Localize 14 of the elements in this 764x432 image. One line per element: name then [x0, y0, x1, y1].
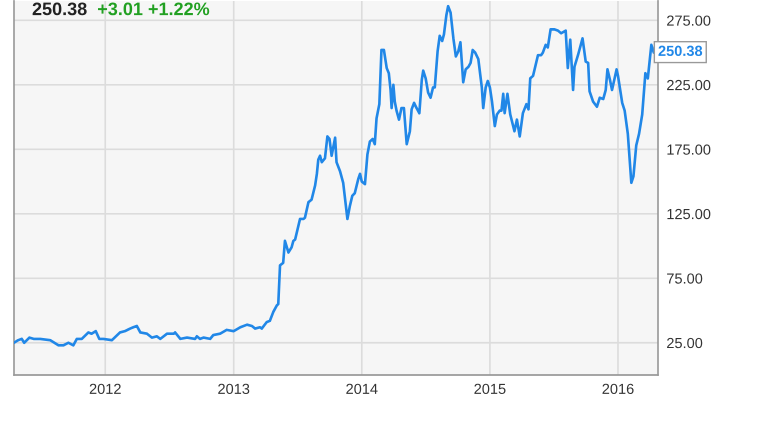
y-tick-label: 175.00 — [667, 144, 710, 155]
x-tick-label: 2014 — [346, 384, 378, 394]
x-tick-label: 2012 — [90, 384, 121, 394]
chart-title: 250.38 — [32, 2, 87, 16]
x-tick-label: 2013 — [218, 384, 250, 394]
chart-subtitle: +3.01 +1.22% — [98, 2, 210, 16]
x-tick-label: 2015 — [474, 384, 506, 394]
x-tick-label: 2016 — [602, 384, 634, 394]
y-tick-label: 275.00 — [667, 15, 710, 26]
y-tick-label: 75.00 — [667, 273, 702, 284]
y-tick-label: 225.00 — [667, 80, 710, 90]
y-tick-label: 125.00 — [667, 208, 710, 220]
y-tick-label: 25.00 — [667, 338, 702, 348]
annotation: 250.38 — [658, 46, 702, 56]
